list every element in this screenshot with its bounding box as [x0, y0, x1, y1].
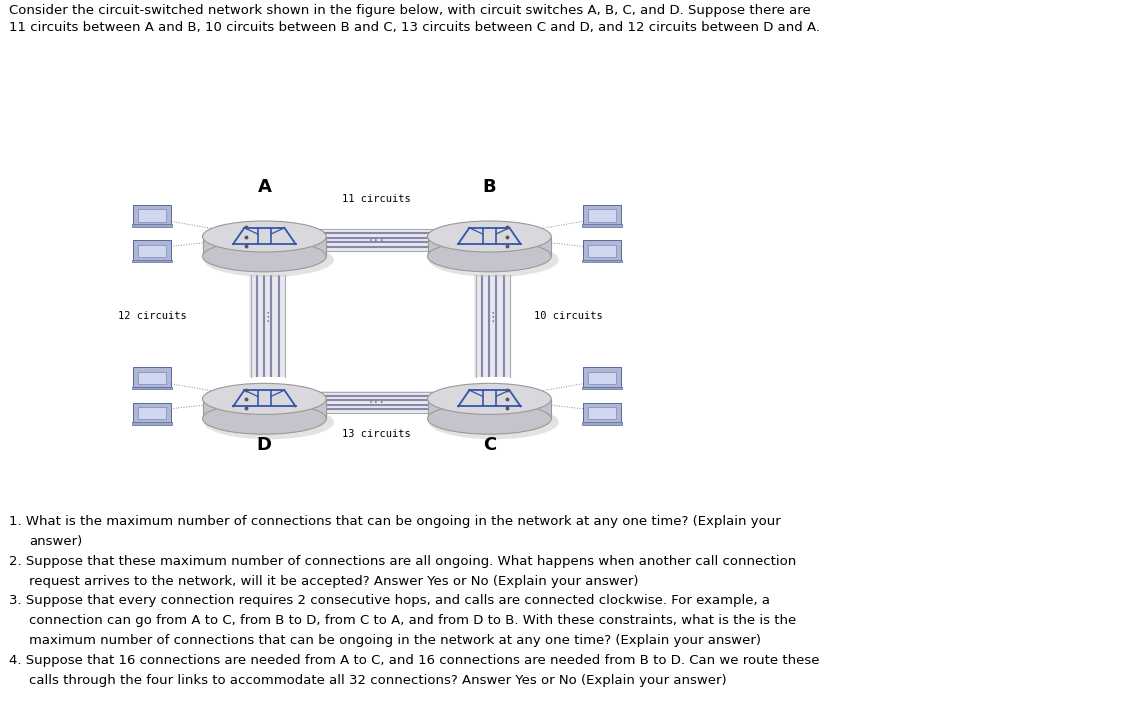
FancyBboxPatch shape [133, 205, 171, 225]
Ellipse shape [202, 383, 326, 414]
Text: 2. Suppose that these maximum number of connections are all ongoing. What happen: 2. Suppose that these maximum number of … [9, 555, 796, 568]
FancyBboxPatch shape [137, 209, 166, 222]
Text: 4. Suppose that 16 connections are needed from A to C, and 16 connections are ne: 4. Suppose that 16 connections are neede… [9, 654, 819, 666]
FancyBboxPatch shape [132, 387, 172, 389]
Ellipse shape [428, 383, 551, 414]
Text: A: A [258, 178, 271, 196]
FancyBboxPatch shape [133, 403, 171, 423]
FancyBboxPatch shape [137, 371, 166, 384]
FancyBboxPatch shape [583, 403, 621, 423]
Ellipse shape [428, 241, 551, 272]
Polygon shape [202, 399, 326, 419]
Ellipse shape [202, 241, 326, 272]
Ellipse shape [204, 243, 334, 277]
Polygon shape [202, 237, 326, 256]
Ellipse shape [428, 221, 551, 252]
Polygon shape [428, 399, 551, 419]
Ellipse shape [204, 405, 334, 439]
FancyBboxPatch shape [132, 260, 172, 263]
Text: calls through the four links to accommodate all 32 connections? Answer Yes or No: calls through the four links to accommod… [29, 674, 727, 686]
Ellipse shape [428, 403, 551, 434]
Text: B: B [483, 178, 496, 196]
FancyBboxPatch shape [587, 407, 616, 419]
FancyBboxPatch shape [583, 205, 621, 225]
Text: 13 circuits: 13 circuits [342, 429, 412, 439]
Text: 10 circuits: 10 circuits [533, 311, 603, 321]
FancyBboxPatch shape [582, 225, 622, 227]
Text: 3. Suppose that every connection requires 2 consecutive hops, and calls are conn: 3. Suppose that every connection require… [9, 594, 770, 607]
Ellipse shape [429, 405, 559, 439]
Polygon shape [321, 229, 434, 251]
FancyBboxPatch shape [132, 422, 172, 425]
FancyBboxPatch shape [132, 225, 172, 227]
Text: request arrives to the network, will it be accepted? Answer Yes or No (Explain y: request arrives to the network, will it … [29, 575, 639, 587]
Text: ···: ··· [368, 398, 386, 408]
Ellipse shape [429, 243, 559, 277]
Text: connection can go from A to C, from B to D, from C to A, and from D to B. With t: connection can go from A to C, from B to… [29, 614, 796, 627]
Polygon shape [428, 237, 551, 256]
FancyBboxPatch shape [587, 371, 616, 384]
FancyBboxPatch shape [133, 241, 171, 261]
FancyBboxPatch shape [587, 209, 616, 222]
Polygon shape [475, 275, 511, 377]
FancyBboxPatch shape [137, 407, 166, 419]
FancyBboxPatch shape [582, 260, 622, 263]
Text: Consider the circuit-switched network shown in the figure below, with circuit sw: Consider the circuit-switched network sh… [9, 4, 811, 16]
Ellipse shape [202, 403, 326, 434]
Text: answer): answer) [29, 535, 82, 548]
FancyBboxPatch shape [583, 241, 621, 261]
FancyBboxPatch shape [133, 367, 171, 388]
Text: C: C [483, 436, 496, 454]
Text: 11 circuits between A and B, 10 circuits between B and C, 13 circuits between C : 11 circuits between A and B, 10 circuits… [9, 21, 820, 34]
Text: maximum number of connections that can be ongoing in the network at any one time: maximum number of connections that can b… [29, 634, 762, 647]
Polygon shape [250, 275, 286, 377]
FancyBboxPatch shape [582, 422, 622, 425]
Text: ⋮: ⋮ [261, 311, 274, 324]
FancyBboxPatch shape [587, 245, 616, 257]
Text: 1. What is the maximum number of connections that can be ongoing in the network : 1. What is the maximum number of connect… [9, 515, 781, 528]
Text: 11 circuits: 11 circuits [342, 194, 412, 204]
Text: 12 circuits: 12 circuits [117, 311, 187, 321]
Ellipse shape [202, 221, 326, 252]
FancyBboxPatch shape [137, 245, 166, 257]
Text: D: D [256, 436, 272, 454]
FancyBboxPatch shape [582, 387, 622, 389]
Text: ···: ··· [368, 236, 386, 246]
Polygon shape [321, 391, 434, 414]
Text: ⋮: ⋮ [486, 311, 500, 324]
FancyBboxPatch shape [583, 367, 621, 388]
